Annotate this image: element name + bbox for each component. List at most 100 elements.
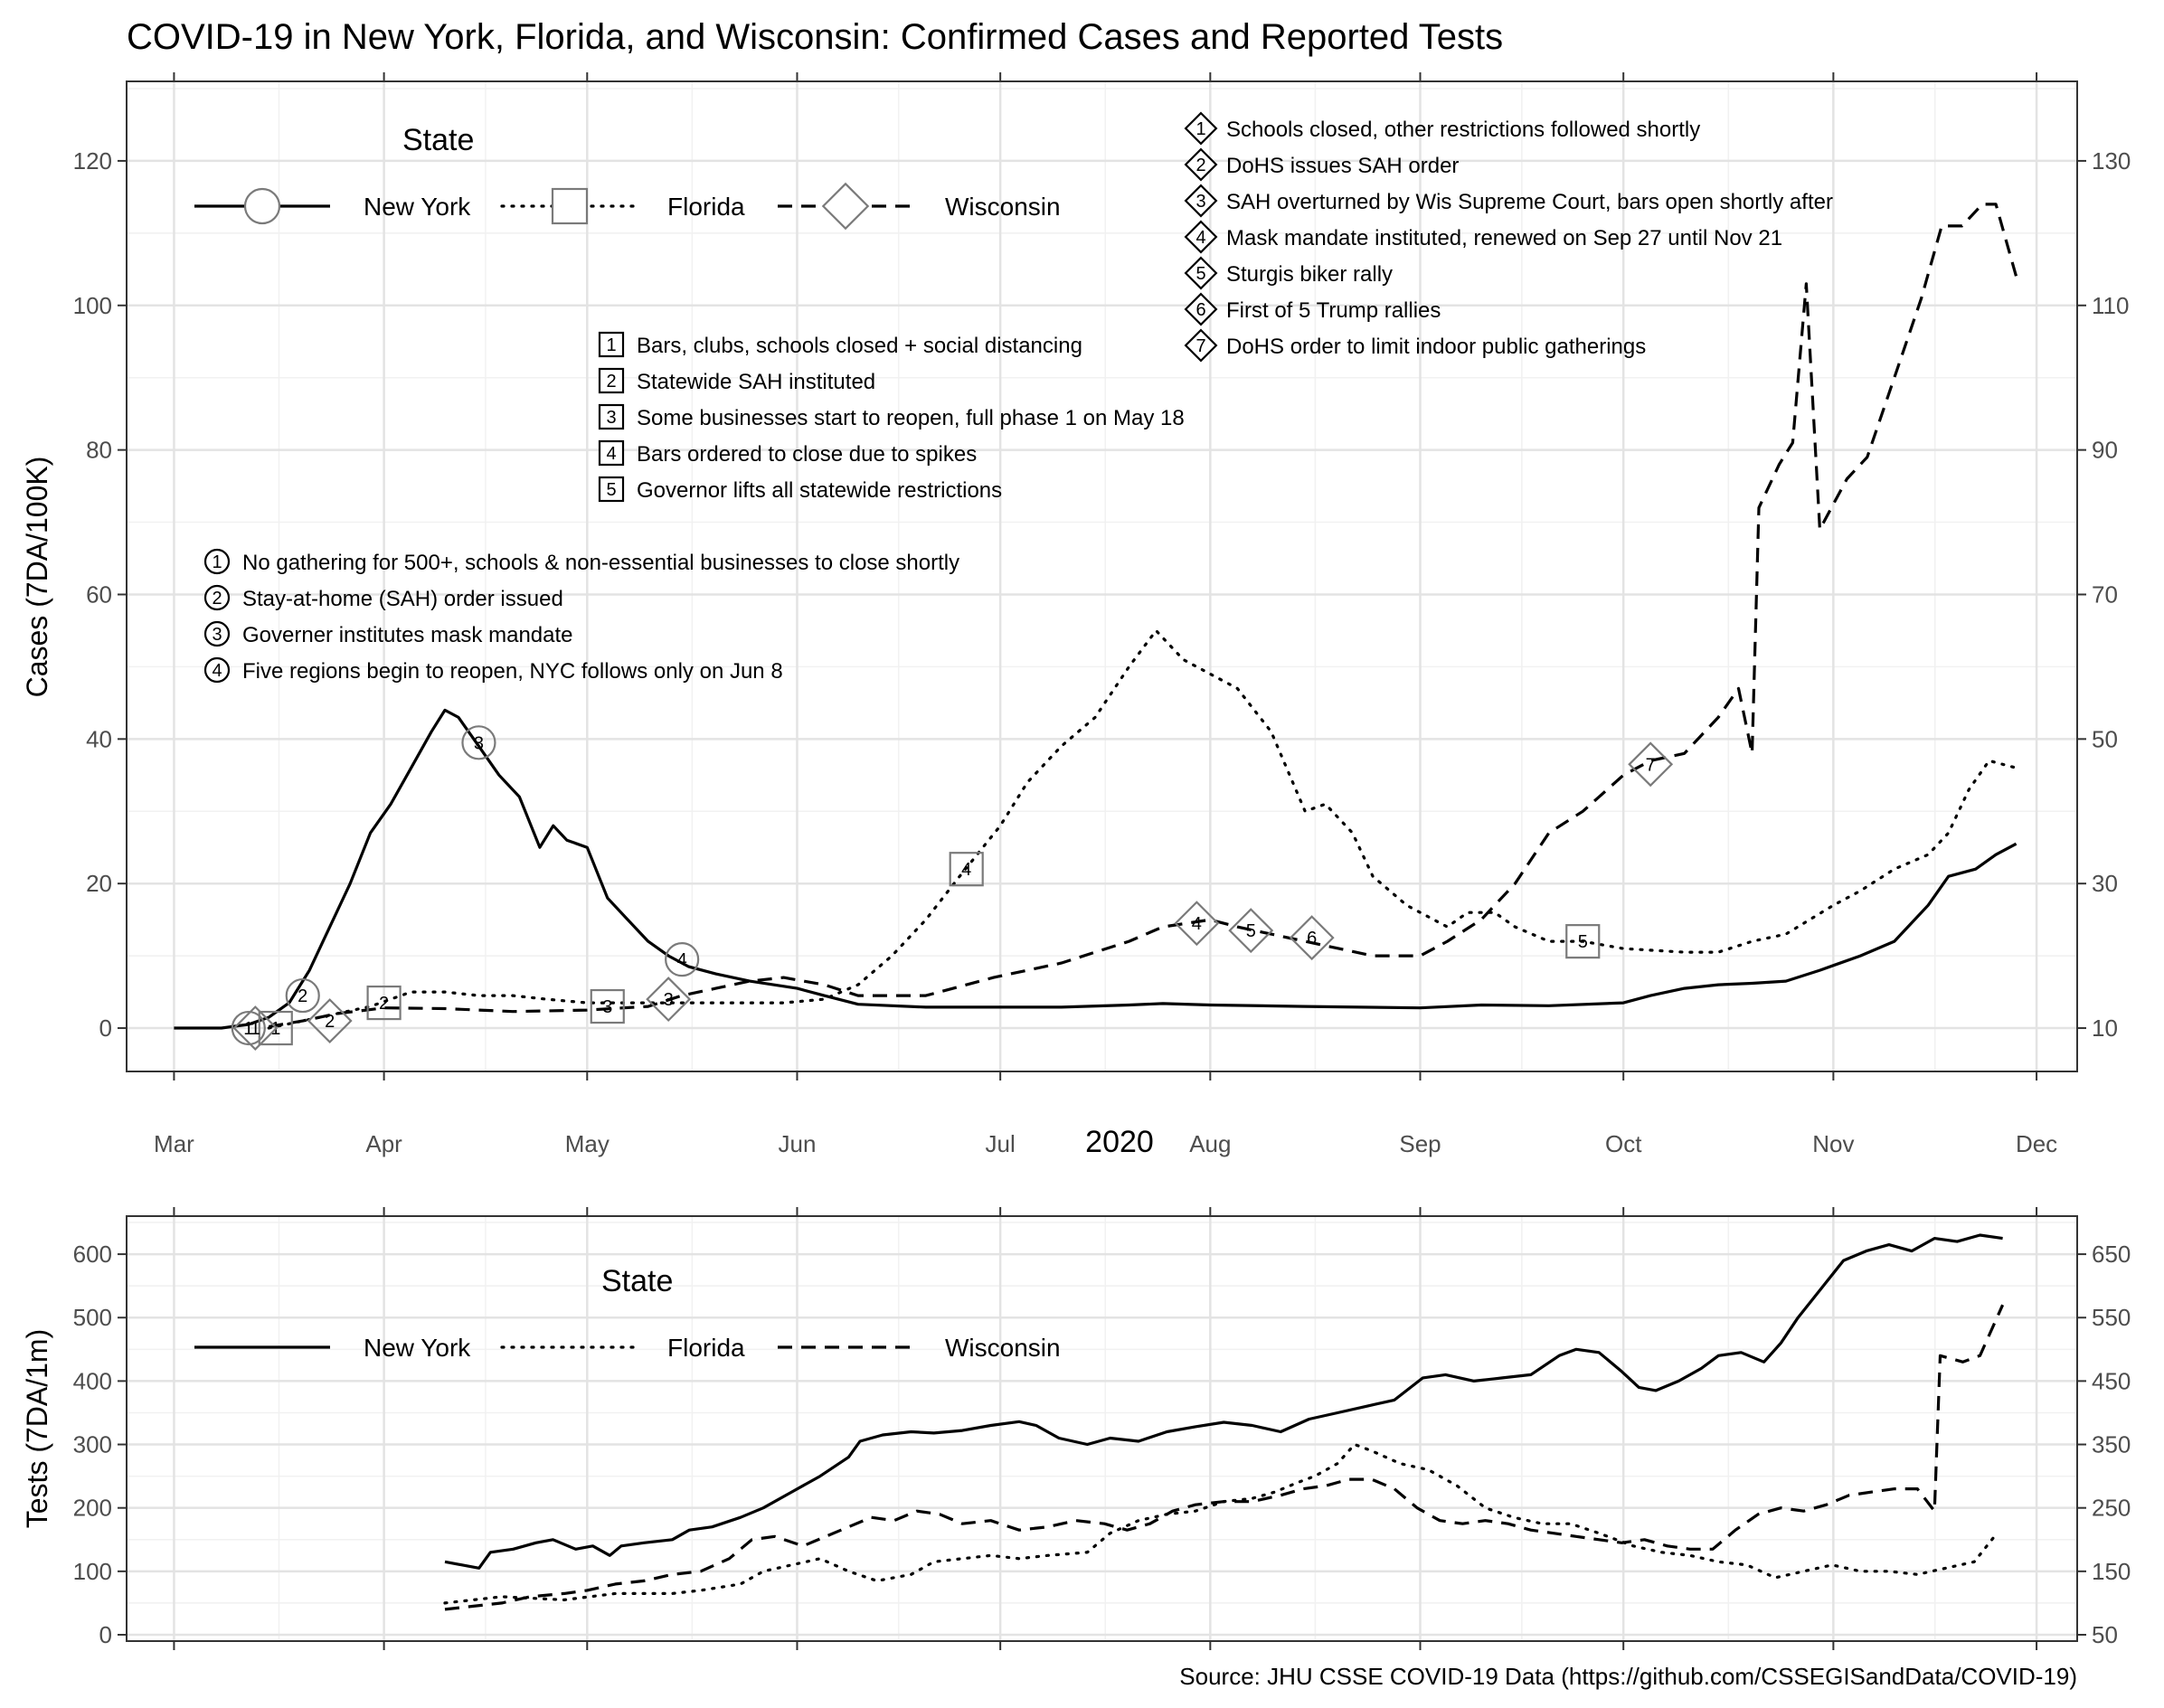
annotation-key-shape <box>598 403 625 430</box>
series-line-wisconsin <box>269 203 2018 1028</box>
annotation-list-new-york: 1 No gathering for 500+, schools & non-es… <box>203 548 959 684</box>
event-marker-label: 6 <box>1307 929 1317 948</box>
chart-title: COVID-19 in New York, Florida, and Wisco… <box>127 17 1503 57</box>
annotation-key-number: 1 <box>606 335 616 355</box>
y2-tick-label: 70 <box>2092 580 2118 608</box>
annotation-key-number: 5 <box>606 480 616 500</box>
tests-legend: State New York Florida Wisconsin <box>194 1264 1061 1362</box>
y2-tick-label: 150 <box>2092 1558 2131 1585</box>
legend-label: Wisconsin <box>945 1334 1061 1362</box>
annotation-item: 4 Five regions begin to reopen, NYC follo… <box>203 656 783 684</box>
event-marker-label: 3 <box>474 733 484 753</box>
event-marker-shape <box>1174 901 1220 947</box>
annotation-key-shape <box>203 584 231 611</box>
annotation-key-shape <box>1184 328 1218 363</box>
legend-label: Wisconsin <box>945 193 1061 221</box>
event-marker-shape <box>307 998 353 1044</box>
annotation-item: 7 DoHS order to limit indoor public gathe… <box>1184 328 1646 363</box>
annotation-text: Mask mandate instituted, renewed on Sep … <box>1226 226 1782 250</box>
legend-entry-wisconsin: Wisconsin <box>778 1334 1061 1362</box>
annotation-key-shape <box>598 476 625 503</box>
annotation-text: Some businesses start to reopen, full ph… <box>637 406 1185 430</box>
y2-tick-label: 30 <box>2092 870 2118 897</box>
y2-tick-label: 50 <box>2092 725 2118 752</box>
event-marker-label: 4 <box>677 950 687 970</box>
annotation-key-shape <box>203 656 231 684</box>
event-marker-label: 4 <box>961 860 971 880</box>
y2-tick-label: 550 <box>2092 1304 2131 1331</box>
event-marker-label: 5 <box>1246 921 1256 941</box>
annotation-text: Governer institutes mask mandate <box>242 623 573 647</box>
legend-entry-florida: Florida <box>500 187 745 225</box>
event-marker: 7 <box>1628 741 1674 788</box>
legend-key-shape <box>821 182 870 231</box>
annotation-item: 3 SAH overturned by Wis Supreme Court, ba… <box>1184 184 1833 218</box>
y-tick-label: 100 <box>73 292 112 319</box>
annotation-key-number: 4 <box>606 444 616 464</box>
annotation-list-florida: 1 Bars, clubs, schools closed + social di… <box>598 331 1185 503</box>
x-tick-label: May <box>565 1130 610 1157</box>
annotation-key-shape <box>1184 147 1218 182</box>
event-marker-label: 3 <box>602 997 612 1017</box>
event-marker-label: 7 <box>1646 755 1656 775</box>
cases-legend: State New York Florida Wisconsin <box>194 123 1061 231</box>
annotation-item: 1 Bars, clubs, schools closed + social di… <box>598 331 1082 358</box>
x-tick-label: Jul <box>986 1130 1016 1157</box>
annotation-text: Governor lifts all statewide restriction… <box>637 478 1002 503</box>
event-marker-label: 2 <box>325 1012 335 1032</box>
event-marker-shape <box>285 977 320 1014</box>
annotation-text: Five regions begin to reopen, NYC follow… <box>242 659 783 684</box>
event-marker-label: 5 <box>1578 932 1588 952</box>
y-tick-label: 60 <box>86 580 112 608</box>
legend-key-shape <box>243 187 281 225</box>
event-marker: 4 <box>665 942 700 977</box>
y-tick-label: 20 <box>86 870 112 897</box>
cases-axes: Mar Apr May Jun Jul Aug Sep Oct Nov Dec0204060801… <box>73 72 2131 1157</box>
event-marker-shape <box>590 988 625 1024</box>
annotation-item: 1 Schools closed, other restrictions foll… <box>1184 111 1700 146</box>
y-tick-label: 600 <box>73 1241 112 1268</box>
legend-entry-florida: Florida <box>500 1334 745 1362</box>
tests-y-axis-label: Tests (7DA/1m) <box>21 1329 53 1528</box>
annotation-item: 5 Sturgis biker rally <box>1184 256 1393 290</box>
event-marker: 2 <box>307 998 353 1044</box>
series-line-florida <box>267 628 2018 1030</box>
event-marker-shape <box>1565 924 1601 959</box>
event-marker-shape <box>1228 908 1274 954</box>
annotation-item: 4 Bars ordered to close due to spikes <box>598 439 977 467</box>
annotation-key-number: 1 <box>1195 119 1205 139</box>
event-marker: 3 <box>646 977 692 1023</box>
event-marker: 5 <box>1228 908 1274 954</box>
annotation-key-shape <box>1184 184 1218 218</box>
annotation-key-number: 1 <box>212 552 222 572</box>
annotation-key-number: 7 <box>1195 336 1205 356</box>
source-note: Source: JHU CSSE COVID-19 Data (https://… <box>1179 1663 2077 1690</box>
annotation-text: Statewide SAH instituted <box>637 370 875 394</box>
annotation-item: 4 Mask mandate instituted, renewed on Sep… <box>1184 220 1782 254</box>
x-tick-label: Jun <box>779 1130 817 1157</box>
annotation-text: Sturgis biker rally <box>1226 262 1393 287</box>
annotation-item: 6 First of 5 Trump rallies <box>1184 292 1441 326</box>
event-marker-shape <box>258 1010 293 1046</box>
cases-y-axis-label: Cases (7DA/100K) <box>21 457 53 698</box>
annotation-text: Bars, clubs, schools closed + social dis… <box>637 334 1082 358</box>
legend-label: New York <box>364 193 471 221</box>
y-tick-label: 0 <box>99 1621 112 1648</box>
event-marker: 6 <box>1289 915 1335 961</box>
x-tick-label: Mar <box>154 1130 194 1157</box>
y-tick-label: 200 <box>73 1495 112 1522</box>
event-marker-label: 1 <box>243 1019 253 1039</box>
y-tick-label: 500 <box>73 1304 112 1331</box>
x-tick-label: Dec <box>2016 1130 2057 1157</box>
event-marker-shape <box>232 1005 279 1051</box>
event-marker: 4 <box>949 852 984 887</box>
y2-tick-label: 250 <box>2092 1495 2131 1522</box>
event-marker: 3 <box>590 988 625 1024</box>
event-marker-shape <box>665 942 700 977</box>
y-tick-label: 80 <box>86 437 112 464</box>
annotation-key-number: 2 <box>1195 156 1205 175</box>
y2-tick-label: 450 <box>2092 1367 2131 1394</box>
